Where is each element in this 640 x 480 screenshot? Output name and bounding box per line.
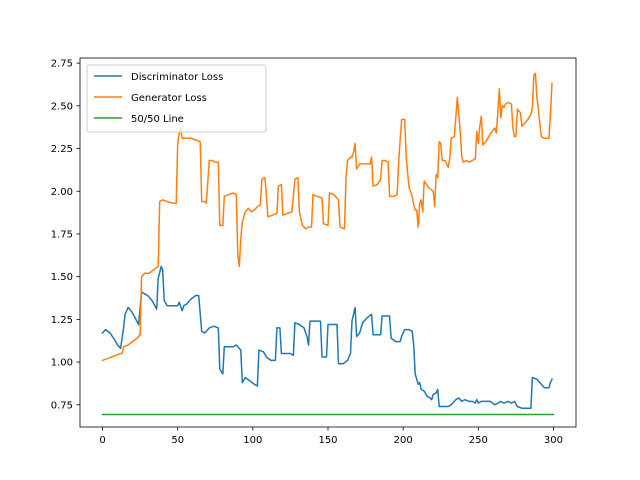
legend-label-discriminator: Discriminator Loss [131,72,223,83]
y-tick-label: 0.75 [51,400,73,411]
y-tick-label: 1.00 [51,358,73,369]
y-tick-label: 2.50 [51,101,73,112]
y-tick-label: 2.00 [51,187,73,198]
legend: Discriminator Loss Generator Loss 50/50 … [86,64,267,133]
x-axis: 0 50 100 150 200 250 300 [99,427,563,446]
x-tick-label: 300 [544,435,563,446]
x-tick-label: 250 [469,435,488,446]
x-tick-label: 50 [171,435,184,446]
y-tick-label: 1.50 [51,272,73,283]
series-line-generator-loss [101,72,553,362]
series-line-discriminator-loss [101,265,553,409]
x-tick-label: 0 [99,435,105,446]
legend-label-50-50: 50/50 Line [131,114,184,125]
legend-box [86,64,267,133]
y-tick-label: 2.25 [51,144,73,155]
y-tick-label: 1.25 [51,315,73,326]
y-tick-label: 2.75 [51,59,73,70]
y-tick-label: 1.75 [51,229,73,240]
x-tick-label: 150 [318,435,337,446]
y-axis: 0.75 1.00 1.25 1.50 1.75 2.00 2.25 2.50 2.75 [51,59,80,411]
x-tick-label: 100 [243,435,262,446]
series-layer [101,72,555,416]
x-tick-label: 200 [394,435,413,446]
legend-label-generator: Generator Loss [131,93,207,104]
